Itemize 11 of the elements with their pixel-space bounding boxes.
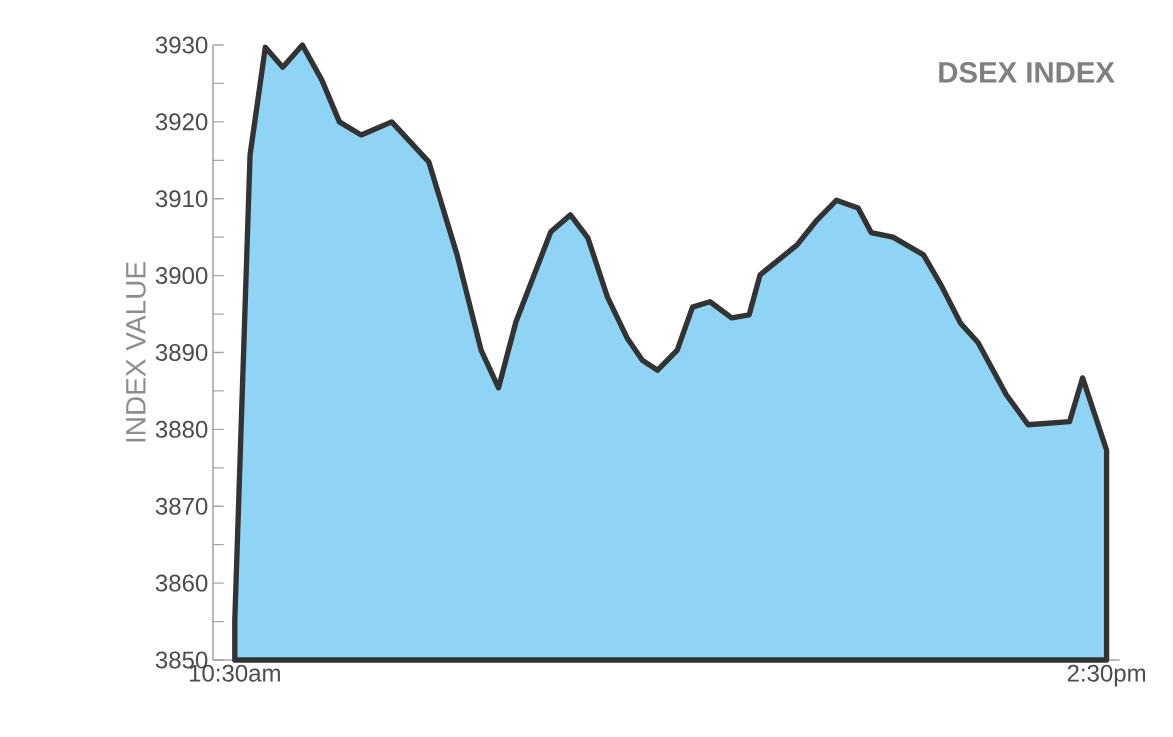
y-tick-label: 3870	[155, 497, 208, 515]
y-tick-label: 3890	[155, 343, 208, 361]
y-tick-label: 3920	[155, 113, 208, 131]
y-tick-label: 3900	[155, 267, 208, 285]
y-tick-label: 3860	[155, 574, 208, 592]
y-axis-title: INDEX VALUE	[126, 262, 146, 442]
y-tick-label: 3880	[155, 420, 208, 438]
x-tick-label: 2:30pm	[1067, 664, 1146, 687]
y-tick-label: 3910	[155, 190, 208, 208]
y-tick-label: 3930	[155, 36, 208, 54]
chart-title: DSEX INDEX	[939, 62, 1115, 83]
